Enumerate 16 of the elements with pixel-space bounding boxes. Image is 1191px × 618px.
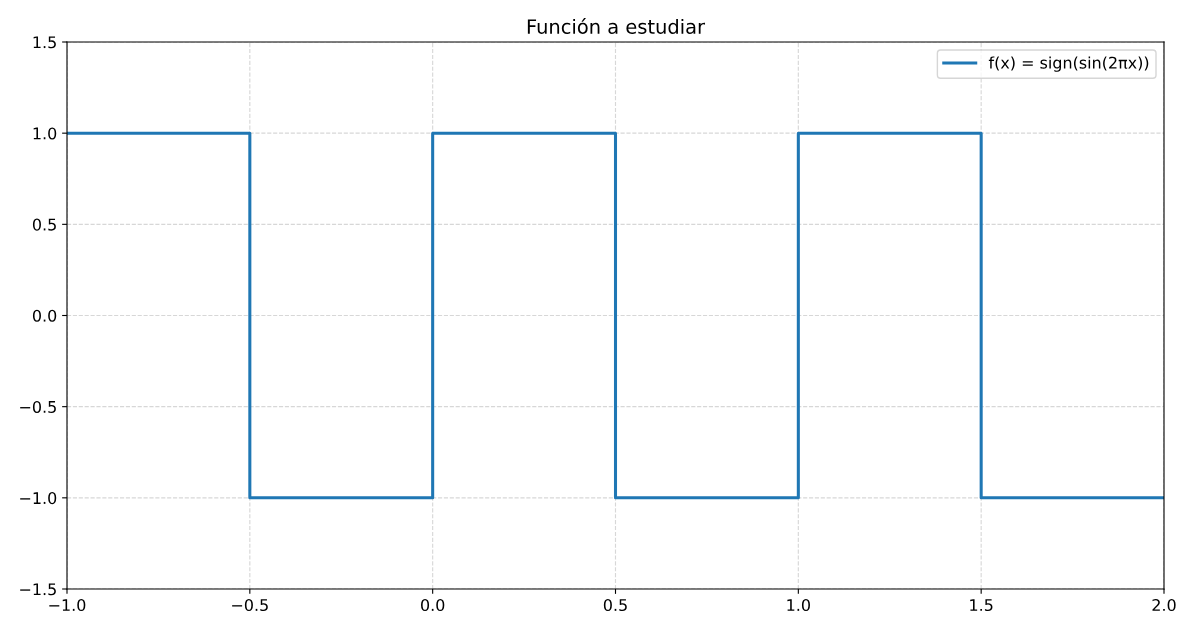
y-tick-label: 0.5	[32, 218, 56, 231]
chart-title: Función a estudiar	[527, 18, 706, 34]
x-tick-label: 2.0	[1152, 599, 1176, 612]
y-tick-label: −1.5	[20, 583, 56, 596]
x-tick-label: −0.5	[232, 599, 268, 612]
y-tick-label: 1.5	[33, 36, 56, 49]
y-tick-label: 0.0	[32, 309, 57, 322]
y-tick-label: −0.5	[20, 400, 56, 413]
y-tick-label: −1.0	[20, 492, 57, 505]
x-tick-label: −1.0	[49, 599, 86, 612]
x-tick-label: 1.5	[970, 599, 993, 612]
x-tick-label: 0.5	[603, 599, 627, 612]
x-tick-label: 1.0	[787, 599, 810, 612]
y-tick-label: 1.0	[33, 127, 57, 140]
legend-label: f(x) = sign(sin(2πx))	[988, 56, 1149, 72]
x-tick-label: 0.0	[421, 599, 445, 612]
